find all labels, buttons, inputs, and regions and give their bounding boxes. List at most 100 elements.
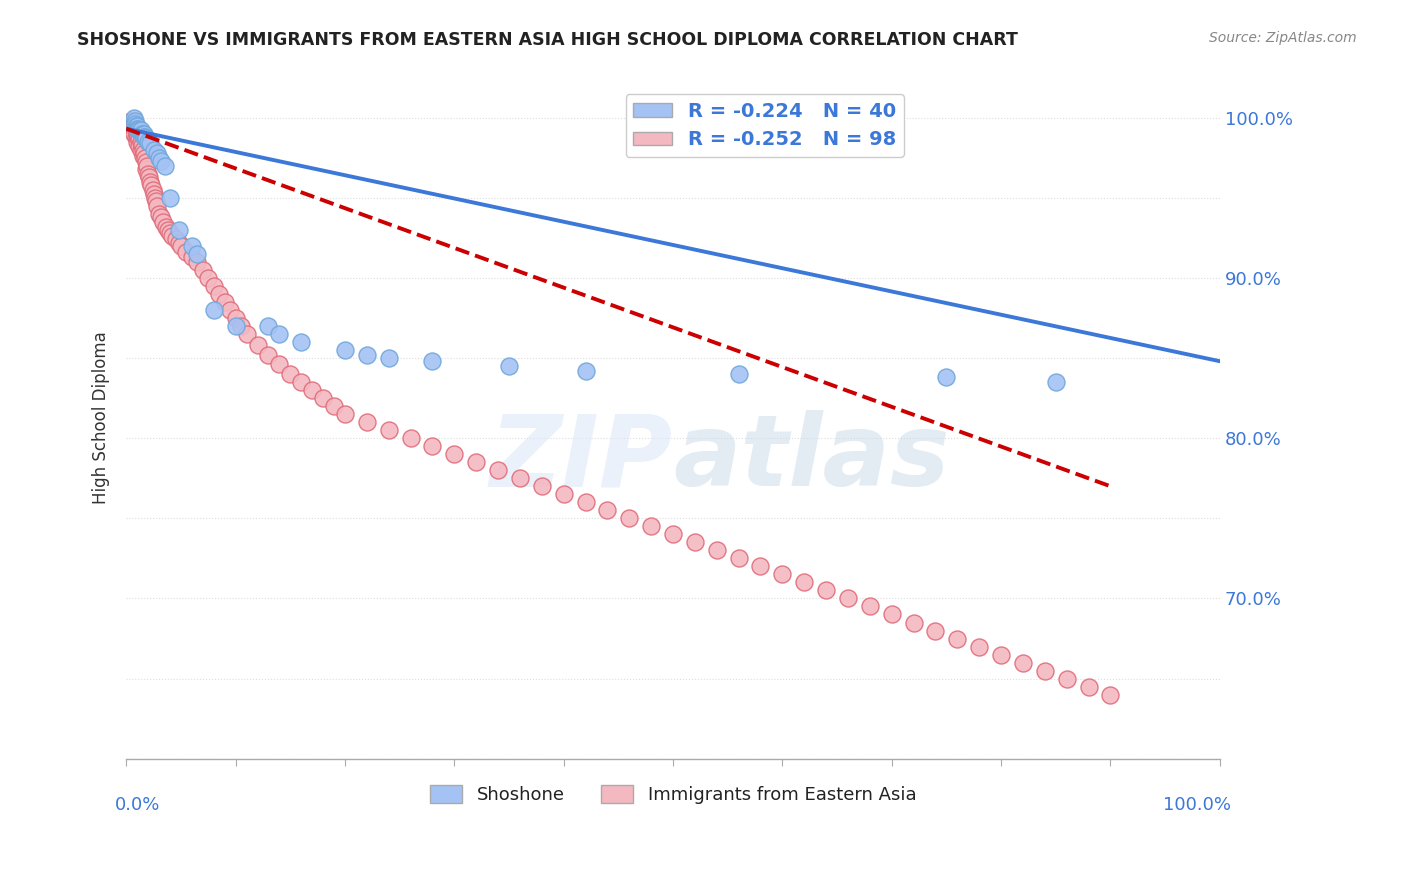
Point — [132, 129, 155, 144]
Point — [136, 167, 159, 181]
Point — [180, 250, 202, 264]
Point — [180, 239, 202, 253]
Point — [290, 334, 312, 349]
Point — [127, 119, 149, 133]
Point — [235, 326, 257, 341]
Point — [170, 239, 193, 253]
Point — [139, 175, 162, 189]
Point — [486, 463, 509, 477]
Point — [422, 439, 444, 453]
Point — [793, 575, 815, 590]
Point — [290, 375, 312, 389]
Point — [124, 120, 146, 135]
Point — [125, 123, 148, 137]
Point — [323, 399, 346, 413]
Text: SHOSHONE VS IMMIGRANTS FROM EASTERN ASIA HIGH SCHOOL DIPLOMA CORRELATION CHART: SHOSHONE VS IMMIGRANTS FROM EASTERN ASIA… — [77, 31, 1018, 49]
Point — [125, 119, 148, 133]
Y-axis label: High School Diploma: High School Diploma — [93, 332, 110, 505]
Point — [120, 113, 142, 128]
Text: ZIP: ZIP — [491, 410, 673, 508]
Point — [278, 367, 301, 381]
Point — [225, 310, 247, 325]
Point — [128, 123, 150, 137]
Point — [186, 255, 208, 269]
Point — [356, 348, 378, 362]
Point — [150, 153, 173, 168]
Point — [155, 219, 177, 234]
Point — [1045, 375, 1067, 389]
Point — [135, 155, 157, 169]
Point — [574, 495, 596, 509]
Point — [683, 535, 706, 549]
Point — [257, 348, 280, 362]
Point — [399, 431, 422, 445]
Point — [135, 131, 157, 145]
Point — [136, 159, 159, 173]
Point — [124, 113, 146, 128]
Point — [148, 151, 170, 165]
Point — [121, 119, 143, 133]
Point — [125, 129, 148, 144]
Point — [202, 302, 225, 317]
Point — [146, 145, 169, 160]
Point — [509, 471, 531, 485]
Point — [150, 210, 173, 224]
Point — [377, 423, 399, 437]
Point — [167, 235, 190, 250]
Point — [333, 407, 356, 421]
Point — [129, 135, 152, 149]
Point — [837, 591, 859, 606]
Point — [880, 607, 903, 622]
Point — [129, 143, 152, 157]
Point — [159, 226, 181, 240]
Point — [127, 135, 149, 149]
Point — [815, 583, 838, 598]
Point — [990, 648, 1012, 662]
Point — [619, 511, 641, 525]
Point — [135, 161, 157, 176]
Point — [422, 354, 444, 368]
Point — [131, 127, 153, 141]
Point — [219, 302, 242, 317]
Point — [145, 194, 167, 208]
Point — [727, 551, 749, 566]
Point — [131, 127, 153, 141]
Point — [269, 358, 291, 372]
Point — [131, 149, 153, 163]
Point — [1033, 664, 1056, 678]
Point — [574, 364, 596, 378]
Point — [924, 624, 946, 638]
Point — [967, 640, 990, 654]
Point — [662, 527, 685, 541]
Point — [122, 117, 145, 131]
Point — [121, 113, 143, 128]
Point — [165, 232, 187, 246]
Point — [246, 338, 269, 352]
Point — [706, 543, 728, 558]
Point — [356, 415, 378, 429]
Point — [134, 129, 156, 144]
Point — [128, 133, 150, 147]
Point — [935, 370, 957, 384]
Point — [301, 383, 323, 397]
Point — [1012, 656, 1035, 670]
Text: atlas: atlas — [673, 410, 949, 508]
Point — [186, 247, 208, 261]
Point — [127, 127, 149, 141]
Point — [139, 136, 162, 151]
Point — [197, 270, 219, 285]
Point — [131, 137, 153, 152]
Point — [312, 391, 335, 405]
Point — [156, 223, 179, 237]
Point — [148, 207, 170, 221]
Point — [127, 121, 149, 136]
Point — [129, 123, 152, 137]
Point — [124, 117, 146, 131]
Point — [208, 286, 231, 301]
Point — [159, 191, 181, 205]
Point — [553, 487, 575, 501]
Point — [229, 318, 252, 333]
Point — [127, 129, 149, 144]
Point — [152, 215, 174, 229]
Point — [269, 326, 291, 341]
